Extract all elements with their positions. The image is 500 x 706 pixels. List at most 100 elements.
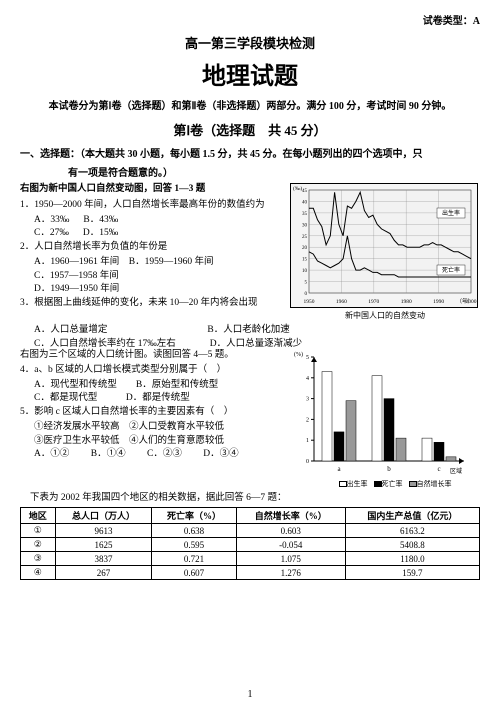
table-cell: 3837	[55, 552, 152, 566]
table-cell: 1.075	[236, 552, 345, 566]
q2-opt-a-row: A．1960—1961 年间 B．1959—1960 年间	[34, 256, 284, 270]
q5-opt-c: C．②③	[147, 449, 182, 459]
q2-opt-c: C．1957—1958 年间	[34, 271, 119, 281]
table-row: ④2670.6071.276159.7	[21, 566, 480, 580]
svg-text:(%): (%)	[294, 351, 303, 358]
q5-opt-d: D．③④	[203, 449, 238, 459]
data-table: 地区总人口（万人）死亡率（%）自然增长率（%）国内生产总值（亿元） ①96130…	[20, 507, 480, 580]
legend-item-3: 自然增长率	[409, 479, 452, 489]
q2-opt-d: D．1949—1950 年间	[34, 284, 119, 294]
svg-text:1960: 1960	[336, 299, 347, 305]
q3-opt-c: C．人口自然增长率约在 17‰左右	[34, 335, 176, 349]
svg-text:c: c	[437, 465, 440, 473]
table-header: 总人口（万人）	[55, 508, 152, 524]
q4-opt-a: A．现代型和传统型	[34, 380, 117, 390]
table-cell: 0.638	[152, 524, 236, 538]
svg-text:a: a	[337, 465, 341, 473]
svg-text:1950: 1950	[304, 299, 315, 305]
q3-options-row1: A．人口总量增定 B．人口老龄化加速	[34, 321, 480, 335]
stem-2: 右图为三个区域的人口统计图。读图回答 4—5 题。	[20, 349, 284, 363]
table-row: ③38370.7211.0751180.0	[21, 552, 480, 566]
svg-text:15: 15	[302, 258, 308, 263]
svg-text:b: b	[387, 465, 391, 473]
svg-text:0: 0	[305, 292, 308, 297]
q2-opt-c-row: C．1957—1958 年间	[34, 270, 284, 284]
part-1-instructions: 一、选择题：（本大题共 30 小题，每小题 1.5 分，共 45 分。在每小题列…	[20, 147, 480, 162]
table-row: ①96130.6380.6036163.2	[21, 524, 480, 538]
stem-1: 右图为新中国人口自然变动图，回答 1—3 题	[20, 183, 284, 197]
q5-opt-a: A．①②	[34, 449, 69, 459]
chart-2-svg: 543210(%)区域abc	[290, 349, 470, 477]
svg-text:(‰): (‰)	[293, 185, 302, 192]
q5-sub2: ②人口受教育水平较低	[129, 422, 224, 432]
q5-sub3: ③医疗卫生水平较低	[34, 436, 120, 446]
table-cell: 0.721	[152, 552, 236, 566]
q1-options-row1: A．33‰ B．43‰	[34, 214, 284, 228]
svg-text:1: 1	[306, 438, 309, 444]
chart-1-container: 4540353025201510501950196019701980199020…	[290, 183, 480, 321]
q2-opt-b: B．1959—1960 年间	[129, 257, 214, 267]
question-2: 2．人口自然增长率为负值的年份是	[20, 241, 284, 255]
q5-opt-b: B．①④	[91, 449, 126, 459]
legend-swatch-2	[374, 481, 382, 487]
q4-opt-d: D．都是传统型	[126, 393, 190, 403]
chart-1-caption: 新中国人口的自然变动	[290, 310, 480, 321]
q3-opt-b: B．人口老龄化加速	[207, 321, 289, 335]
svg-text:3: 3	[306, 397, 309, 403]
table-cell: 1625	[55, 538, 152, 552]
svg-text:（年）: （年）	[456, 297, 473, 305]
table-cell: 0.595	[152, 538, 236, 552]
svg-text:20: 20	[302, 246, 308, 251]
legend-label-1: 出生率	[347, 480, 368, 488]
q5-sub1: ①经济发展水平较高	[34, 422, 120, 432]
question-3: 3．根据图上曲线延伸的变化，未来 10—20 年内将会出现	[20, 297, 284, 311]
exam-stage-title: 高一第三学段模块检测	[20, 33, 480, 52]
q1-options-row2: C．27‰ D．15‰	[34, 227, 284, 241]
legend-label-2: 死亡率	[382, 480, 403, 488]
question-5: 5．影响 c 区域人口自然增长率的主要因素有（ ）	[20, 406, 284, 420]
svg-text:4: 4	[306, 376, 309, 382]
q1-opt-b: B．43‰	[83, 214, 118, 228]
q4-opt-b: B．原始型和传统型	[136, 380, 218, 390]
table-cell: ④	[21, 566, 56, 580]
q2-opt-d-row: D．1949—1950 年间	[34, 283, 284, 297]
table-header: 自然增长率（%）	[236, 508, 345, 524]
table-cell: -0.054	[236, 538, 345, 552]
svg-text:25: 25	[302, 235, 308, 240]
table-header: 地区	[21, 508, 56, 524]
q5-opts-row: A．①② B．①④ C．②③ D．③④	[34, 448, 284, 462]
chart-2-legend: 出生率 死亡率 自然增长率	[310, 479, 480, 489]
q3-options-row2: C．人口自然增长率约在 17‰左右 D．人口总量逐渐减少	[34, 335, 480, 349]
q1-opt-a: A．33‰	[34, 214, 69, 228]
table-cell: 6163.2	[345, 524, 479, 538]
svg-text:5: 5	[306, 355, 309, 361]
question-4: 4．a、b 区域的人口增长模式类型分别属于（ ）	[20, 364, 284, 378]
q5-sub-row1: ①经济发展水平较高 ②人口受教育水平较低	[34, 421, 284, 435]
section-1-title: 第Ⅰ卷（选择题 共 45 分）	[20, 120, 480, 139]
table-cell: 1180.0	[345, 552, 479, 566]
svg-text:30: 30	[302, 223, 308, 228]
q5-sub-row2: ③医疗卫生水平较低 ④人们的生育意愿较低	[34, 435, 284, 449]
svg-text:0: 0	[306, 459, 309, 465]
table-header: 国内生产总值（亿元）	[345, 508, 479, 524]
subject-title: 地理试题	[20, 56, 480, 91]
stem-3: 下表为 2002 年我国四个地区的相关数据，据此回答 6—7 题：	[30, 489, 480, 503]
legend-swatch-3	[409, 481, 417, 487]
table-cell: 159.7	[345, 566, 479, 580]
table-header: 死亡率（%）	[152, 508, 236, 524]
svg-text:死亡率: 死亡率	[442, 266, 460, 274]
table-cell: ③	[21, 552, 56, 566]
legend-label-3: 自然增长率	[417, 480, 452, 488]
table-cell: 9613	[55, 524, 152, 538]
table-cell: ①	[21, 524, 56, 538]
svg-text:1990: 1990	[433, 299, 444, 305]
chart-2-container: 543210(%)区域abc 出生率 死亡率 自然增长率	[290, 349, 480, 489]
legend-item-1: 出生率	[339, 479, 368, 489]
svg-text:40: 40	[302, 200, 308, 205]
question-1: 1．1950—2000 年间，人口自然增长率最高年份的数值约为	[20, 199, 284, 213]
svg-text:区域: 区域	[450, 467, 462, 475]
svg-text:1970: 1970	[368, 299, 379, 305]
table-cell: 0.603	[236, 524, 345, 538]
q3-opt-a: A．人口总量增定	[34, 321, 107, 335]
q2-opt-a: A．1960—1961 年间	[34, 257, 119, 267]
